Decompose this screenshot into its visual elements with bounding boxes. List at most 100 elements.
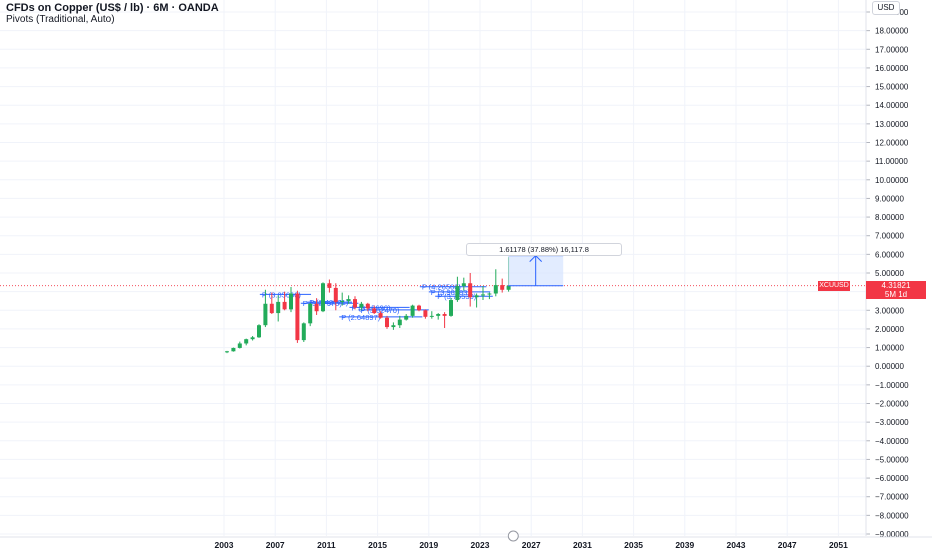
candle-body	[429, 315, 434, 317]
candle-body	[378, 313, 383, 318]
candle-body	[250, 337, 255, 340]
bar-countdown: 5M 1d	[884, 290, 908, 299]
x-tick-label: 2043	[727, 540, 746, 550]
candle-body	[493, 285, 498, 294]
x-tick-label: 2015	[368, 540, 387, 550]
candle-body	[365, 303, 370, 309]
x-tick-label: 2035	[624, 540, 643, 550]
y-tick-label: −8.00000	[875, 511, 909, 520]
candle-body	[385, 317, 389, 328]
y-tick-label: 6.00000	[875, 250, 904, 259]
candle-body	[269, 303, 274, 314]
currency-button[interactable]: USD	[872, 1, 900, 15]
candle-body	[391, 325, 396, 328]
candlestick-series	[225, 257, 511, 354]
y-tick-label: 17.00000	[875, 45, 909, 54]
x-tick-label: 2051	[829, 540, 848, 550]
x-tick-label: 2011	[317, 540, 336, 550]
candle-body	[244, 339, 249, 344]
candle-body	[276, 301, 281, 314]
x-tick-label: 2027	[522, 540, 541, 550]
time-axis: 2003 2007 2011 2015 2019 2023 2027 2031 2035 2039…	[0, 530, 932, 550]
x-tick-label: 2047	[778, 540, 797, 550]
symbol-tag: XCUUSD	[818, 281, 850, 291]
y-tick-label: −5.00000	[875, 455, 909, 464]
pivot-label: P (4.26560)	[422, 283, 462, 292]
y-tick-label: 8.00000	[875, 213, 904, 222]
x-tick-label: 2031	[573, 540, 592, 550]
current-price-label: 4.31821 5M 1d	[866, 281, 926, 299]
candle-body	[461, 283, 466, 287]
candle-body	[449, 300, 453, 316]
candle-body	[257, 325, 261, 338]
y-tick-label: 1.00000	[875, 344, 904, 353]
y-tick-label: −9.00000	[875, 530, 909, 539]
y-tick-label: 7.00000	[875, 232, 904, 241]
pivot-label: P (3.98783)	[431, 288, 471, 297]
y-tick-label: 12.00000	[875, 139, 909, 148]
y-tick-label: −7.00000	[875, 493, 909, 502]
candle-body	[327, 283, 332, 288]
indicator-label[interactable]: Pivots (Traditional, Auto)	[6, 14, 115, 25]
x-tick-label: 2019	[419, 540, 438, 550]
candle-body	[442, 314, 447, 316]
y-tick-label: 13.00000	[875, 120, 909, 129]
y-tick-label: 16.00000	[875, 64, 909, 73]
y-tick-label: 18.00000	[875, 27, 909, 36]
candle-body	[301, 323, 306, 341]
chart-grid	[0, 0, 866, 536]
x-tick-label: 2039	[675, 540, 694, 550]
y-tick-label: 11.00000	[875, 157, 908, 166]
candle-body	[397, 319, 402, 326]
candle-body	[417, 305, 421, 311]
candle-body	[436, 314, 441, 316]
candle-body	[410, 305, 415, 316]
candle-body	[487, 293, 492, 295]
chart-title: CFDs on Copper (US$ / lb) · 6M · OANDA	[6, 2, 219, 14]
candle-body	[455, 286, 460, 301]
candle-body	[372, 308, 377, 314]
y-tick-label: −4.00000	[875, 437, 909, 446]
candle-body	[506, 285, 511, 290]
price-axis: 19.0000018.0000017.0000016.0000015.00000…	[865, 0, 909, 539]
y-tick-label: −6.00000	[875, 474, 909, 483]
candle-body	[282, 301, 287, 310]
candle-body	[346, 299, 351, 301]
y-tick-label: 9.00000	[875, 194, 904, 203]
candle-body	[295, 293, 300, 341]
y-tick-label: 2.00000	[875, 325, 904, 334]
y-tick-label: 3.00000	[875, 306, 904, 315]
x-tick-label: 2023	[471, 540, 490, 550]
y-tick-label: 14.00000	[875, 101, 909, 110]
y-tick-label: −2.00000	[875, 400, 909, 409]
candle-body	[423, 310, 428, 317]
candle-body	[500, 285, 505, 290]
candle-body	[289, 293, 293, 310]
candle-body	[237, 343, 242, 348]
y-tick-label: 10.00000	[875, 176, 909, 185]
y-tick-label: −3.00000	[875, 418, 909, 427]
pivot-label: P (2.64897)	[341, 313, 381, 322]
candle-body	[308, 303, 313, 324]
y-tick-label: 15.00000	[875, 83, 909, 92]
y-tick-label: −1.00000	[875, 381, 909, 390]
candle-body	[359, 303, 364, 308]
measure-label: 1.61178 (37.88%) 16,117.8	[466, 243, 622, 256]
candle-body	[321, 283, 325, 312]
price-range-measure	[508, 254, 564, 287]
candle-body	[474, 295, 479, 298]
current-price-value: 4.31821	[881, 281, 911, 290]
candle-body	[404, 315, 409, 320]
candle-body	[231, 347, 236, 352]
pivot-label: P (3.85660)	[262, 290, 302, 299]
y-tick-label: 0.00000	[875, 362, 904, 371]
candle-body	[353, 299, 357, 308]
x-tick-label: 2003	[215, 540, 234, 550]
candle-body	[314, 303, 319, 312]
candle-body	[481, 294, 485, 296]
y-tick-label: 5.00000	[875, 269, 904, 278]
pivot-label: P (3.02470)	[360, 306, 400, 315]
candle-body	[225, 351, 229, 353]
pivot-label: P (3.15690)	[351, 303, 391, 312]
